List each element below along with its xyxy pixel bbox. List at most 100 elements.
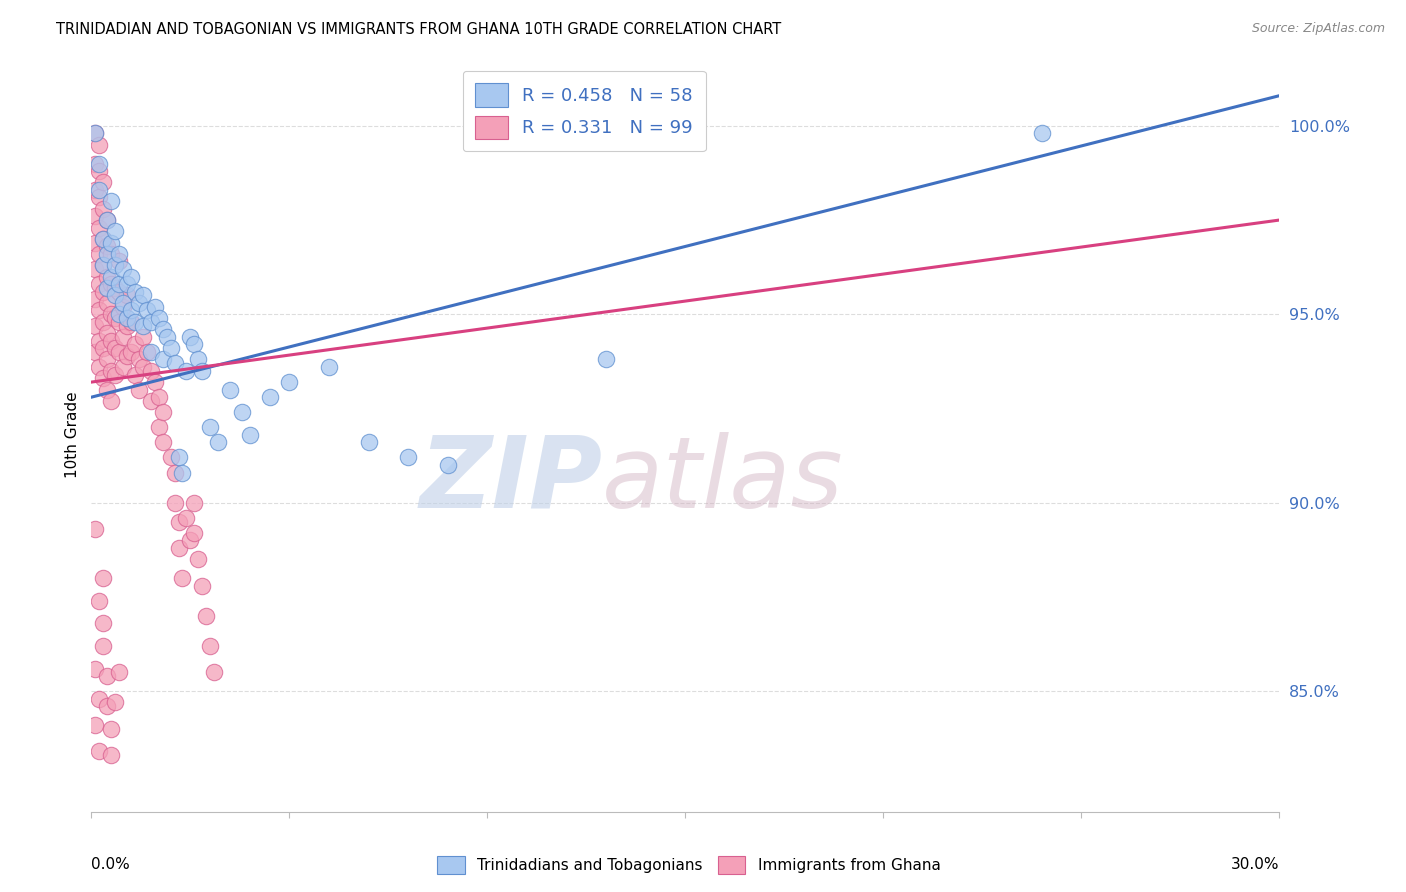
- Point: [159, 450, 181, 465]
- Point: [96, 669, 118, 683]
- Point: [91, 232, 114, 246]
- Legend: R = 0.458   N = 58, R = 0.331   N = 99: R = 0.458 N = 58, R = 0.331 N = 99: [463, 70, 706, 152]
- Point: [202, 665, 225, 680]
- Point: [183, 496, 205, 510]
- Point: [84, 209, 107, 223]
- Point: [357, 435, 380, 450]
- Point: [91, 639, 114, 653]
- Point: [91, 175, 114, 189]
- Point: [163, 496, 186, 510]
- Point: [176, 510, 198, 524]
- Point: [104, 311, 127, 326]
- Point: [139, 364, 162, 378]
- Point: [91, 571, 114, 585]
- Point: [104, 281, 127, 295]
- Point: [91, 285, 114, 299]
- Point: [104, 341, 127, 355]
- Point: [195, 608, 218, 623]
- Point: [172, 571, 194, 585]
- Point: [91, 258, 114, 272]
- Point: [120, 303, 142, 318]
- Point: [84, 126, 107, 140]
- Point: [176, 364, 198, 378]
- Point: [89, 303, 111, 318]
- Point: [84, 126, 107, 140]
- Point: [148, 420, 170, 434]
- Point: [100, 364, 122, 378]
- Point: [163, 466, 186, 480]
- Point: [132, 330, 155, 344]
- Point: [84, 522, 107, 536]
- Point: [104, 288, 127, 302]
- Point: [89, 156, 111, 170]
- Text: 0.0%: 0.0%: [91, 857, 131, 872]
- Point: [91, 202, 114, 216]
- Point: [159, 341, 181, 355]
- Point: [104, 368, 127, 382]
- Point: [152, 322, 174, 336]
- Point: [120, 269, 142, 284]
- Point: [89, 334, 111, 348]
- Point: [89, 183, 111, 197]
- Point: [128, 352, 150, 367]
- Point: [89, 744, 111, 758]
- Point: [100, 334, 122, 348]
- Point: [104, 258, 127, 272]
- Point: [135, 303, 157, 318]
- Point: [84, 318, 107, 333]
- Point: [91, 341, 114, 355]
- Point: [96, 213, 118, 227]
- Point: [278, 375, 301, 389]
- Point: [239, 427, 262, 442]
- Point: [167, 541, 190, 555]
- Point: [100, 722, 122, 736]
- Point: [112, 359, 135, 374]
- Text: atlas: atlas: [602, 432, 844, 529]
- Point: [84, 292, 107, 306]
- Point: [200, 420, 222, 434]
- Point: [100, 277, 122, 291]
- Point: [89, 247, 111, 261]
- Point: [132, 288, 155, 302]
- Point: [183, 337, 205, 351]
- Legend: Trinidadians and Tobagonians, Immigrants from Ghana: Trinidadians and Tobagonians, Immigrants…: [432, 850, 946, 880]
- Point: [84, 661, 107, 675]
- Point: [89, 691, 111, 706]
- Point: [231, 405, 253, 419]
- Point: [115, 277, 138, 291]
- Point: [156, 330, 179, 344]
- Point: [163, 356, 186, 370]
- Point: [100, 393, 122, 408]
- Point: [112, 300, 135, 314]
- Point: [172, 466, 194, 480]
- Point: [183, 525, 205, 540]
- Point: [115, 288, 138, 302]
- Point: [108, 285, 131, 299]
- Point: [108, 345, 131, 359]
- Point: [96, 326, 118, 340]
- Point: [115, 349, 138, 363]
- Point: [91, 258, 114, 272]
- Point: [148, 390, 170, 404]
- Point: [96, 281, 118, 295]
- Point: [112, 296, 135, 310]
- Point: [100, 247, 122, 261]
- Point: [100, 307, 122, 321]
- Point: [436, 458, 458, 472]
- Point: [96, 352, 118, 367]
- Point: [108, 307, 131, 321]
- Point: [96, 699, 118, 714]
- Point: [143, 300, 166, 314]
- Point: [139, 345, 162, 359]
- Point: [89, 220, 111, 235]
- Point: [104, 695, 127, 709]
- Point: [91, 616, 114, 631]
- Point: [108, 254, 131, 268]
- Point: [89, 137, 111, 152]
- Point: [104, 224, 127, 238]
- Point: [259, 390, 281, 404]
- Point: [100, 269, 122, 284]
- Point: [179, 533, 201, 548]
- Point: [89, 190, 111, 204]
- Point: [84, 235, 107, 250]
